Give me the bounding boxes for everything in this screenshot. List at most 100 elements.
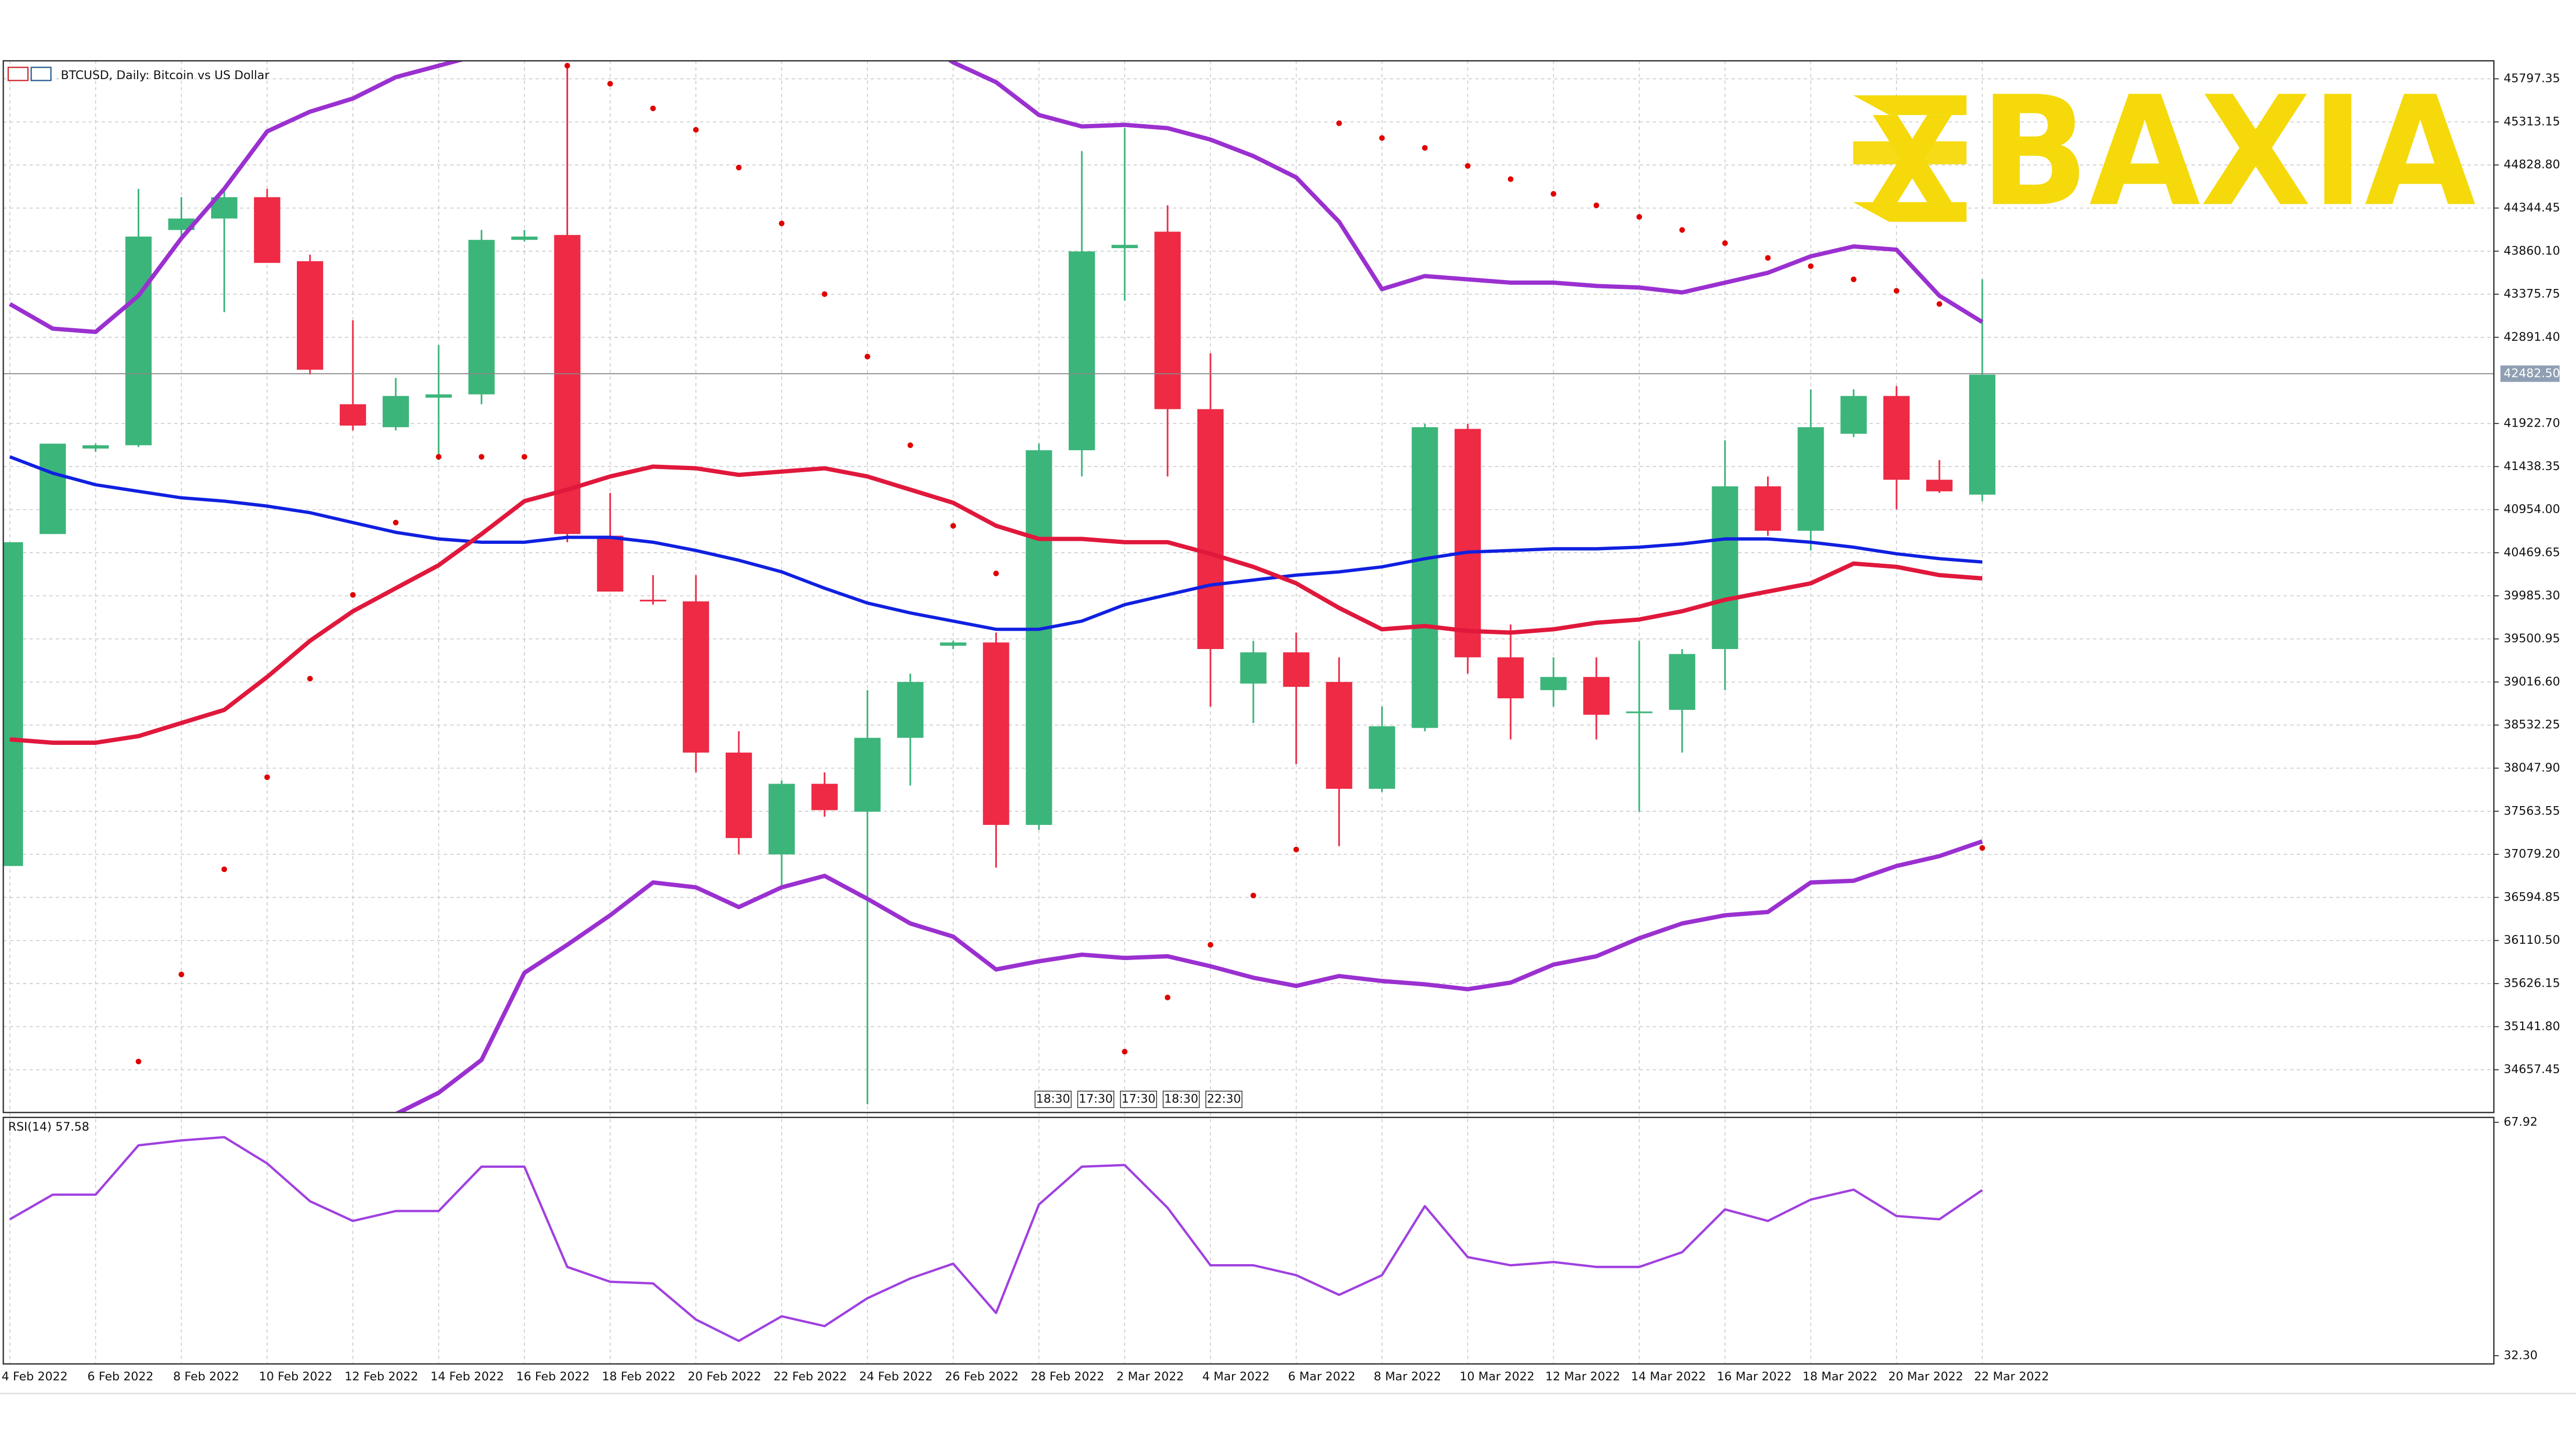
- time-label-box: [1120, 1090, 1157, 1108]
- candle-body: [511, 236, 538, 240]
- x-tick-label: 4 Feb 2022: [2, 1370, 68, 1383]
- candle-body: [897, 682, 924, 738]
- y-tick-label: 45313.15: [2504, 115, 2560, 128]
- logo-text: BAXIA: [1980, 64, 2477, 240]
- sar-dot: [264, 774, 270, 780]
- x-tick-label: 22 Feb 2022: [773, 1370, 847, 1383]
- sar-dot: [179, 972, 184, 977]
- x-tick-label: 16 Feb 2022: [516, 1370, 590, 1383]
- x-tick-label: 16 Mar 2022: [1717, 1370, 1792, 1383]
- y-tick-label: 38047.90: [2504, 761, 2560, 775]
- sar-dot: [650, 105, 656, 111]
- current-price-label: 42482.50: [2504, 366, 2560, 380]
- axes-layer: BTCUSD, Daily: Bitcoin vs US Dollar RSI(…: [0, 60, 2576, 1394]
- candle-body: [597, 535, 624, 592]
- candle-body: [3, 542, 23, 866]
- time-label: 17:30: [1079, 1092, 1113, 1106]
- x-tick-label: 26 Feb 2022: [945, 1370, 1018, 1383]
- y-tick-label: 35626.15: [2504, 977, 2560, 990]
- candle-body: [1240, 652, 1267, 684]
- sar-dot: [1207, 942, 1214, 948]
- candle-body: [296, 261, 324, 370]
- candle-body: [683, 601, 709, 753]
- time-label-box: [1077, 1090, 1115, 1108]
- y-tick-label: 32.30: [2504, 1348, 2538, 1362]
- time-label: 18:30: [1164, 1092, 1198, 1106]
- x-tick-label: 8 Mar 2022: [1374, 1370, 1441, 1383]
- y-tick-label: 39016.60: [2504, 675, 2560, 688]
- candle-body: [468, 240, 495, 395]
- x-tick-label: 10 Feb 2022: [259, 1370, 332, 1383]
- y-tick-label: 37079.20: [2504, 847, 2560, 861]
- sar-dot: [1250, 892, 1257, 899]
- candle-body: [1669, 654, 1695, 710]
- x-tick-label: 28 Feb 2022: [1031, 1370, 1104, 1383]
- candle-body: [339, 404, 367, 426]
- candle-body: [1197, 409, 1224, 649]
- y-tick-label: 41922.70: [2504, 417, 2560, 430]
- y-tick-label: 44828.80: [2504, 158, 2560, 172]
- rsi-title: RSI(14) 57.58: [8, 1120, 90, 1134]
- sar-dot: [1850, 276, 1857, 283]
- candle-body: [1540, 677, 1567, 690]
- candle-body: [1112, 244, 1138, 249]
- sar-dot: [1936, 301, 1942, 307]
- sar-dot: [350, 592, 356, 598]
- x-tick-label: 4 Mar 2022: [1202, 1370, 1270, 1383]
- x-tick-label: 14 Mar 2022: [1631, 1370, 1706, 1383]
- indicator-line: [9, 455, 1983, 631]
- sar-dot: [693, 127, 699, 133]
- candle-body: [811, 784, 838, 810]
- sar-dot: [821, 291, 828, 297]
- logo: [1853, 95, 1967, 222]
- candle-body: [940, 642, 967, 646]
- y-tick-label: 36594.85: [2504, 890, 2560, 904]
- sar-dot: [307, 676, 313, 682]
- sar-dot: [1293, 846, 1300, 853]
- x-tick-label: 2 Mar 2022: [1116, 1370, 1184, 1383]
- y-tick-label: 37563.55: [2504, 804, 2560, 818]
- sar-dot: [1636, 214, 1642, 220]
- x-tick-label: 6 Mar 2022: [1288, 1370, 1356, 1383]
- candle-body: [1412, 427, 1438, 728]
- y-tick-label: 40954.00: [2504, 503, 2560, 516]
- x-tick-label: 18 Mar 2022: [1803, 1370, 1878, 1383]
- candle-body: [854, 738, 881, 812]
- sar-dot: [564, 63, 570, 69]
- symbol-icon-2: [30, 66, 52, 82]
- rsi-plot: [9, 1136, 1983, 1342]
- sar-dot: [1808, 263, 1814, 269]
- sar-dot: [607, 81, 613, 87]
- sar-dot: [907, 442, 913, 448]
- sar-dot: [1679, 227, 1685, 233]
- candle-body: [39, 443, 66, 534]
- x-tick-label: 20 Mar 2022: [1889, 1370, 1963, 1383]
- x-tick-label: 12 Feb 2022: [345, 1370, 418, 1383]
- candle-body: [725, 752, 752, 839]
- candle-body: [1069, 251, 1095, 451]
- indicator-line: [8, 61, 1984, 334]
- sar-dot: [136, 1058, 141, 1065]
- sar-dot: [1507, 176, 1514, 182]
- sar-dot: [1464, 163, 1471, 169]
- time-label-box: [1205, 1090, 1242, 1108]
- y-tick-label: 43860.10: [2504, 244, 2560, 258]
- candle-body: [1026, 450, 1052, 825]
- logo-icon-diag2: [1873, 115, 1952, 203]
- logo-icon-bottom: [1853, 202, 1967, 222]
- time-label: 18:30: [1036, 1092, 1070, 1106]
- candle-body: [640, 599, 667, 601]
- time-label: 17:30: [1122, 1092, 1156, 1106]
- sar-dot: [521, 454, 527, 460]
- candle-body: [1497, 657, 1524, 699]
- time-label-box: [1162, 1090, 1200, 1108]
- y-tick-label: 36110.50: [2504, 933, 2560, 947]
- candle-body: [1712, 486, 1738, 649]
- y-tick-label: 67.92: [2504, 1115, 2538, 1129]
- sar-dot: [1336, 120, 1342, 126]
- candle-body: [254, 197, 281, 263]
- sar-dot: [864, 353, 871, 360]
